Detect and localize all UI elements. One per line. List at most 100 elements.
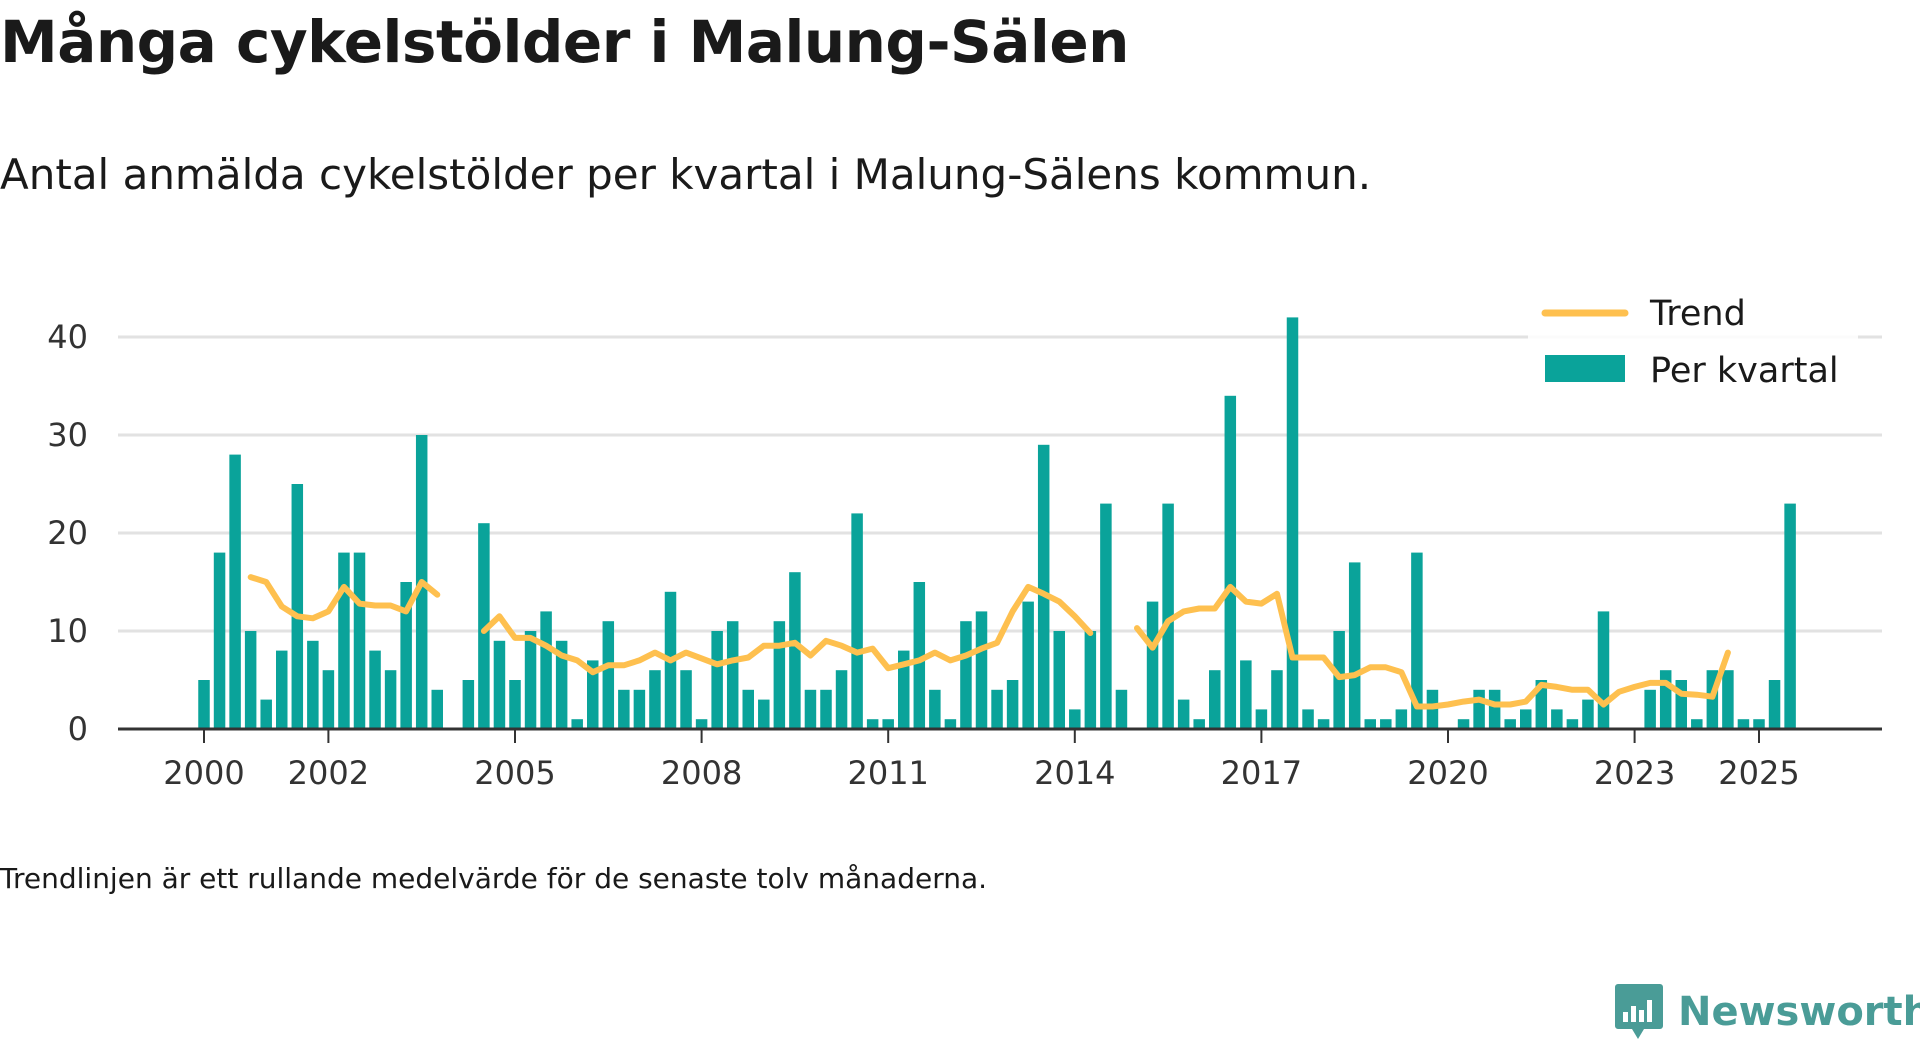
bar <box>866 719 879 729</box>
bar <box>851 513 863 729</box>
bar <box>944 719 957 729</box>
trend-series <box>247 574 1731 710</box>
bar <box>307 640 319 729</box>
bar <box>1100 503 1112 729</box>
bar <box>1784 503 1796 729</box>
bar <box>1240 660 1252 729</box>
bar <box>742 689 754 729</box>
bar <box>1224 395 1237 729</box>
bar <box>1753 719 1765 729</box>
x-tick-label: 2000 <box>163 754 244 792</box>
bar <box>695 719 708 729</box>
legend-trend-label: Trend <box>1649 294 1746 334</box>
bar <box>773 621 786 729</box>
bar <box>758 699 770 729</box>
bar <box>898 650 910 729</box>
bar <box>1644 689 1656 729</box>
bar <box>1768 680 1781 729</box>
x-tick-label: 2005 <box>474 754 555 792</box>
chart-subtitle: Antal anmälda cykelstölder per kvartal i… <box>0 150 1372 199</box>
bar <box>991 689 1003 729</box>
brand-name: Newsworthy <box>1678 989 1920 1035</box>
bar <box>431 689 443 729</box>
x-tick-label: 2020 <box>1407 754 1488 792</box>
bar <box>680 670 692 729</box>
bar <box>322 670 335 729</box>
bar <box>1473 689 1485 729</box>
bar <box>291 484 304 729</box>
bar <box>1193 719 1205 729</box>
bar <box>213 552 226 729</box>
y-tick-label: 20 <box>47 514 88 552</box>
bar <box>1115 689 1128 729</box>
bar <box>1488 689 1501 729</box>
x-tick-label: 2008 <box>661 754 742 792</box>
y-tick-label: 0 <box>68 710 88 748</box>
bar <box>369 650 381 729</box>
brand[interactable]: Newsworthy <box>1614 982 1920 1042</box>
bar <box>1457 719 1470 729</box>
legend-bar-swatch <box>1545 355 1625 382</box>
bar <box>1022 601 1034 729</box>
bar <box>1146 601 1159 729</box>
bar <box>1566 719 1579 729</box>
bar <box>244 631 257 729</box>
newsworthy-logo-icon <box>1615 984 1663 1039</box>
bar <box>1737 719 1750 729</box>
y-tick-label: 10 <box>47 612 88 650</box>
bar <box>1659 670 1672 729</box>
bar <box>882 719 894 729</box>
bar <box>789 572 801 729</box>
bar <box>804 689 817 729</box>
bar <box>1380 719 1392 729</box>
legend-bar-label: Per kvartal <box>1650 351 1839 391</box>
bar <box>571 719 583 729</box>
bar <box>929 689 941 729</box>
bar <box>1722 670 1734 729</box>
legend: Trend Per kvartal <box>1528 294 1858 394</box>
chart-title: Många cykelstölder i Malung-Sälen <box>0 8 1129 76</box>
bar <box>1348 562 1361 729</box>
bar <box>1006 680 1019 729</box>
bar <box>338 552 350 729</box>
bar <box>1317 719 1330 729</box>
trend-line-segment <box>1134 583 1731 710</box>
x-tick-label: 2023 <box>1594 754 1675 792</box>
bar <box>913 582 926 729</box>
bar <box>1551 709 1563 729</box>
bar <box>726 621 739 729</box>
bar <box>1504 719 1516 729</box>
bar <box>835 670 848 729</box>
bar <box>462 680 475 729</box>
bar <box>1255 709 1268 729</box>
bar <box>602 621 615 729</box>
bar <box>276 650 288 729</box>
bar <box>1535 680 1548 729</box>
bar <box>1271 670 1283 729</box>
bar <box>1286 317 1299 729</box>
bar <box>587 660 599 729</box>
bar <box>229 454 241 729</box>
bar <box>384 670 397 729</box>
bar-series <box>198 317 1796 729</box>
bar <box>555 640 568 729</box>
bar <box>1053 631 1065 729</box>
bar <box>1411 552 1423 729</box>
bar <box>353 552 366 729</box>
x-tick-label: 2025 <box>1718 754 1799 792</box>
trend-line-segment <box>247 574 441 622</box>
bar <box>1177 699 1190 729</box>
y-tick-label: 40 <box>47 318 88 356</box>
x-tick-label: 2014 <box>1034 754 1115 792</box>
bar <box>975 611 988 729</box>
trend-line-segment <box>480 583 1094 676</box>
x-tick-label: 2011 <box>847 754 928 792</box>
bar <box>509 680 521 729</box>
bar <box>524 631 537 729</box>
y-tick-label: 30 <box>47 416 88 454</box>
bar <box>540 611 552 729</box>
axes: 0 10 20 30 40 2000 2002 2005 2008 2011 2014 2017 202… <box>47 318 1882 792</box>
bar <box>1364 719 1376 729</box>
bar <box>1209 670 1221 729</box>
x-tick-label: 2002 <box>288 754 369 792</box>
